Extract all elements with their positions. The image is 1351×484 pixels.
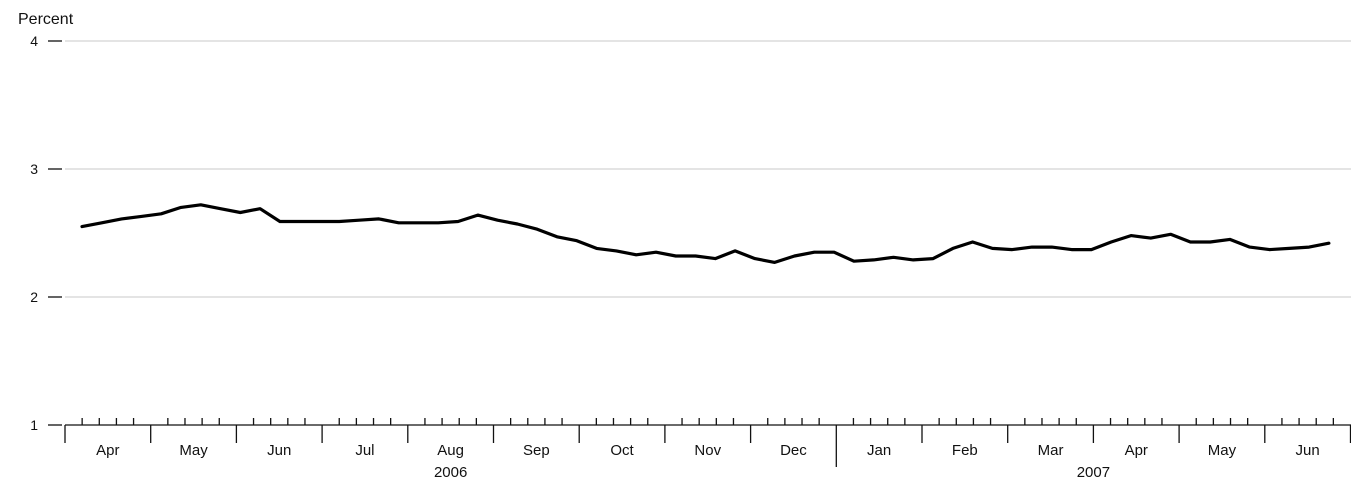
y-tick-label: 3 (30, 161, 38, 177)
x-month-label: Aug (437, 442, 464, 459)
x-month-label: Apr (96, 442, 119, 459)
y-tick-label: 2 (30, 289, 38, 305)
x-year-label: 2006 (434, 464, 467, 481)
x-month-label: Jun (1296, 442, 1320, 459)
gridlines (65, 40, 1351, 298)
x-month-label: Jan (867, 442, 891, 459)
x-month-label: Jun (267, 442, 291, 459)
x-month-label: Sep (523, 442, 550, 459)
x-month-label: Feb (952, 442, 978, 459)
y-axis-label: Percent (18, 11, 74, 28)
x-month-label: Mar (1038, 442, 1064, 459)
x-month-label: May (1208, 442, 1237, 459)
series-group (80, 203, 1331, 264)
x-month-label: Apr (1125, 442, 1148, 459)
series-line (80, 203, 1331, 264)
x-axis: Apr May Jun Jul Aug Sep Oct Nov Dec Jan Feb Mar Apr M… (64, 418, 1351, 481)
x-month-label: Jul (355, 442, 374, 459)
x-month-label: Nov (694, 442, 721, 459)
x-year-label: 2007 (1077, 464, 1110, 481)
y-tick-label: 1 (30, 417, 38, 433)
x-month-label: Dec (780, 442, 807, 459)
x-month-label: May (179, 442, 208, 459)
y-axis: 1 2 3 4 (30, 33, 62, 433)
x-month-label: Oct (610, 442, 634, 459)
y-tick-label: 4 (30, 33, 38, 49)
